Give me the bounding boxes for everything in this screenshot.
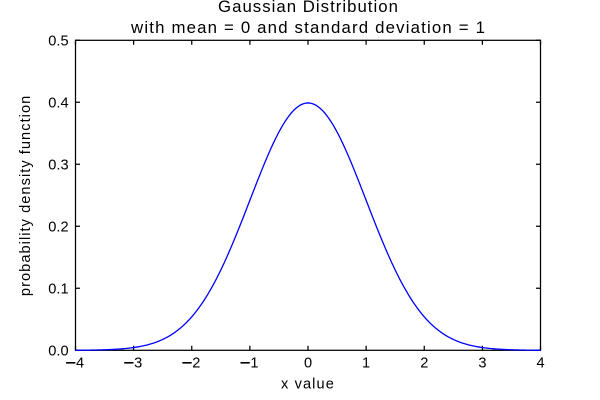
svg-text:1: 1 xyxy=(250,356,258,372)
svg-text:0.2: 0.2 xyxy=(48,220,68,236)
svg-text:3: 3 xyxy=(478,356,486,372)
svg-text:probability density function: probability density function xyxy=(18,95,34,296)
svg-text:0: 0 xyxy=(304,356,312,372)
svg-text:x value: x value xyxy=(281,377,335,393)
svg-text:with mean = 0 and standard dev: with mean = 0 and standard deviation = 1 xyxy=(130,18,486,37)
svg-text:4: 4 xyxy=(536,356,544,372)
svg-text:4: 4 xyxy=(76,356,84,372)
svg-text:3: 3 xyxy=(134,356,142,372)
svg-text:0.1: 0.1 xyxy=(48,282,68,298)
svg-text:2: 2 xyxy=(420,356,428,372)
svg-text:0.3: 0.3 xyxy=(48,158,68,174)
svg-text:0.0: 0.0 xyxy=(48,344,68,360)
svg-text:1: 1 xyxy=(362,356,370,372)
svg-text:0.5: 0.5 xyxy=(48,34,68,50)
svg-text:Gaussian Distribution: Gaussian Distribution xyxy=(218,0,399,16)
svg-text:0.4: 0.4 xyxy=(48,96,68,112)
svg-text:2: 2 xyxy=(192,356,200,372)
